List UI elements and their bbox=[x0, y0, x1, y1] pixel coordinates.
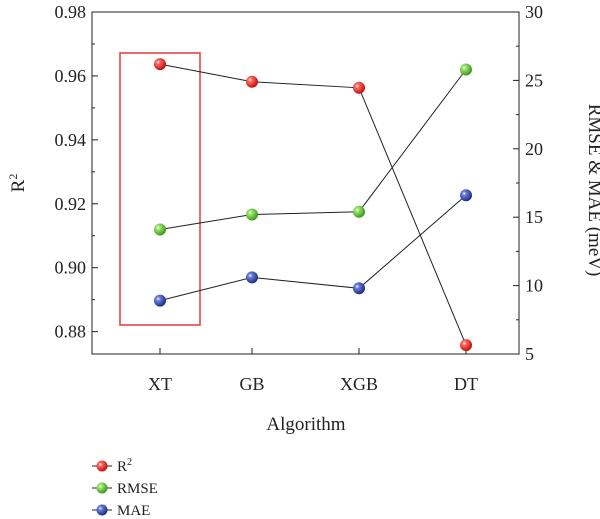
legend-label-r2: R2 bbox=[117, 457, 132, 475]
left-tick-label: 0.90 bbox=[55, 258, 87, 278]
left-axis-title: R2 bbox=[6, 174, 29, 193]
point-r-xt bbox=[154, 58, 166, 71]
series-layer bbox=[154, 58, 472, 352]
point-mae-xgb bbox=[353, 282, 365, 295]
left-tick-label: 0.88 bbox=[55, 322, 87, 342]
series-line-r bbox=[159, 63, 467, 346]
right-tick-label: 5 bbox=[525, 344, 534, 364]
legend: R2 RMSE MAE bbox=[92, 457, 158, 519]
right-tick-label: 15 bbox=[525, 207, 543, 227]
legend-item-mae: MAE bbox=[92, 503, 150, 519]
right-tick-label: 30 bbox=[525, 2, 543, 22]
left-tick-label: 0.96 bbox=[55, 66, 87, 86]
point-r-xgb bbox=[353, 81, 365, 94]
right-tick-label: 25 bbox=[525, 70, 543, 90]
left-axis-ticks: 0.88 0.90 0.92 0.94 0.96 0.98 bbox=[55, 2, 98, 342]
series-line-rmse bbox=[159, 69, 467, 230]
x-tick-label-xgb: XGB bbox=[340, 374, 378, 394]
legend-item-r2: R2 bbox=[92, 457, 132, 475]
point-r-dt bbox=[460, 339, 472, 352]
right-tick-label: 20 bbox=[525, 139, 543, 159]
right-tick-label: 10 bbox=[525, 276, 543, 296]
left-tick-label: 0.94 bbox=[55, 130, 87, 150]
left-tick-label: 0.98 bbox=[55, 2, 87, 22]
point-rmse-dt bbox=[460, 63, 472, 76]
point-rmse-gb bbox=[246, 208, 258, 221]
x-axis-ticks: XT GB XGB DT bbox=[148, 348, 478, 394]
right-axis-ticks: 5 10 15 20 25 30 bbox=[513, 2, 543, 364]
x-tick-label-dt: DT bbox=[454, 374, 478, 394]
x-axis-title: Algorithm bbox=[266, 414, 345, 435]
point-mae-xt bbox=[154, 294, 166, 307]
point-rmse-xt bbox=[154, 223, 166, 236]
left-tick-label: 0.92 bbox=[55, 194, 87, 214]
legend-label-rmse: RMSE bbox=[117, 481, 158, 497]
point-rmse-xgb bbox=[353, 205, 365, 218]
point-mae-gb bbox=[246, 271, 258, 284]
x-tick-label-xt: XT bbox=[148, 374, 172, 394]
legend-label-mae: MAE bbox=[117, 503, 150, 519]
highlight-box-xt bbox=[119, 52, 201, 326]
point-r-gb bbox=[246, 75, 258, 88]
point-mae-dt bbox=[460, 189, 472, 202]
legend-item-rmse: RMSE bbox=[92, 481, 158, 497]
series-line-mae bbox=[159, 194, 467, 302]
x-tick-label-gb: GB bbox=[239, 374, 264, 394]
right-axis-title: RMSE & MAE (meV) bbox=[584, 104, 600, 277]
